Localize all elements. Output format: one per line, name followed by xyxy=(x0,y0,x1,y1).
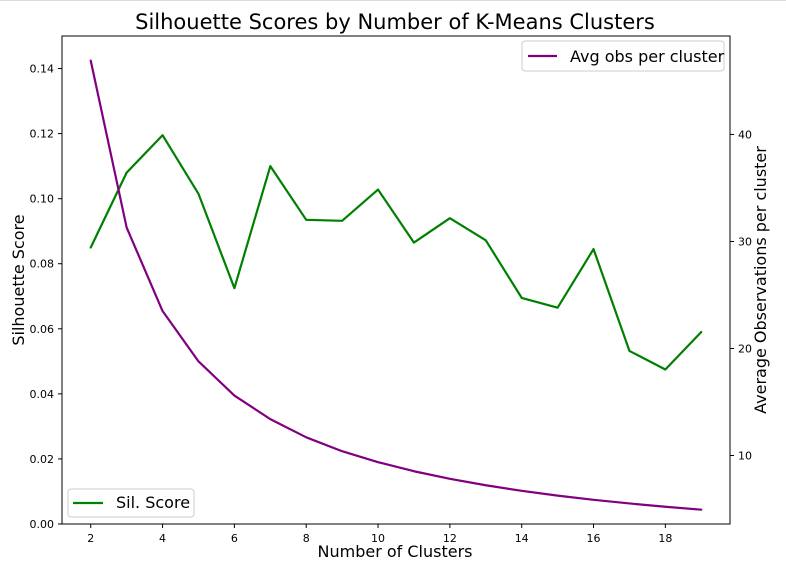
series-line-avg-obs xyxy=(89,59,703,511)
x-tick-label: 16 xyxy=(587,532,601,545)
left-y-tick-label: 0.12 xyxy=(30,128,55,141)
x-tick-label: 12 xyxy=(443,532,457,545)
left-y-tick-label: 0.06 xyxy=(30,323,55,336)
x-tick-label: 6 xyxy=(231,532,238,545)
x-axis-ticks: 2 4 6 8 10 12 14 16 18 xyxy=(87,524,672,545)
left-y-axis-label: Silhouette Score xyxy=(9,214,28,345)
left-y-tick-label: 0.14 xyxy=(30,63,55,76)
x-tick-label: 4 xyxy=(159,532,166,545)
x-tick-label: 14 xyxy=(515,532,529,545)
right-y-tick-label: 20 xyxy=(738,342,752,355)
left-y-tick-label: 0.02 xyxy=(30,453,55,466)
left-y-tick-label: 0.10 xyxy=(30,193,55,206)
legend-sil-score-box xyxy=(67,488,195,518)
right-y-axis-label: Average Observations per cluster xyxy=(751,146,770,414)
legend-avg-obs-box xyxy=(521,40,725,72)
x-tick-label: 8 xyxy=(303,532,310,545)
chart-title: Silhouette Scores by Number of K-Means C… xyxy=(135,10,655,34)
x-tick-label: 10 xyxy=(371,532,385,545)
legend-avg-obs-label: Avg obs per cluster xyxy=(570,47,725,66)
right-y-tick-label: 40 xyxy=(738,128,752,141)
top-border xyxy=(0,0,786,1)
legend-sil-score: Sil. Score xyxy=(67,488,195,518)
series-line-sil-score xyxy=(89,134,703,371)
right-y-tick-label: 30 xyxy=(738,235,752,248)
x-tick-label: 2 xyxy=(87,532,94,545)
left-y-tick-label: 0.08 xyxy=(30,258,55,271)
left-y-tick-label: 0.04 xyxy=(30,388,55,401)
series-lines xyxy=(89,59,703,511)
right-y-tick-label: 10 xyxy=(738,450,752,463)
right-y-axis-ticks: 10 20 30 40 xyxy=(730,128,752,463)
left-y-axis-ticks: 0.00 0.02 0.04 0.06 0.08 0.10 0.12 0.14 xyxy=(30,63,62,531)
x-axis-label: Number of Clusters xyxy=(318,542,473,561)
left-y-tick-label: 0.00 xyxy=(30,518,55,531)
plot-frame xyxy=(61,35,731,525)
legend-avg-obs: Avg obs per cluster xyxy=(521,40,725,72)
x-tick-label: 18 xyxy=(658,532,672,545)
legend-sil-score-label: Sil. Score xyxy=(116,493,190,512)
